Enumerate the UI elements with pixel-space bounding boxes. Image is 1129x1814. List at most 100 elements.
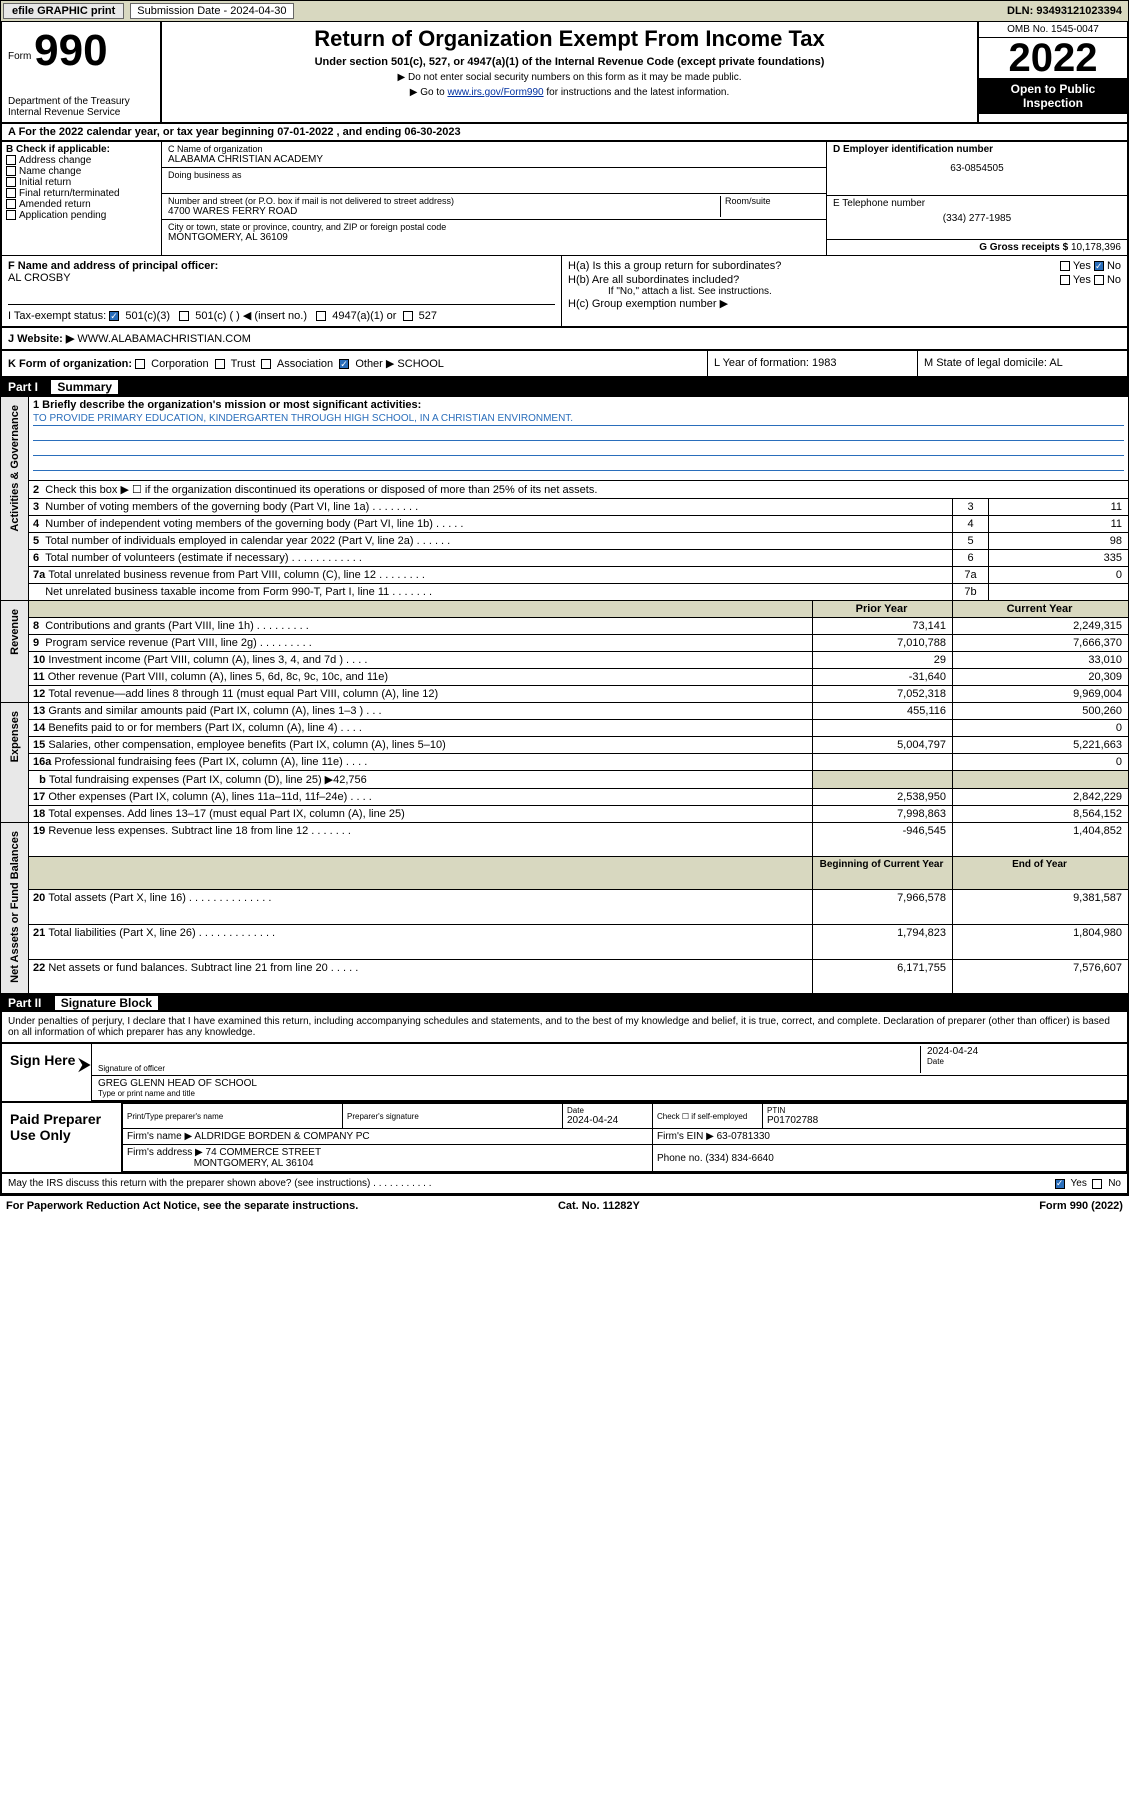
part-1-title: Summary bbox=[51, 380, 118, 394]
submission-date-label: Submission Date - 2024-04-30 bbox=[130, 3, 293, 19]
firm-ein-label: Firm's EIN ▶ bbox=[657, 1131, 714, 1142]
mission-q: 1 Briefly describe the organization's mi… bbox=[33, 399, 1124, 411]
firm-addr-1: 74 COMMERCE STREET bbox=[206, 1147, 322, 1158]
chk-trust[interactable] bbox=[215, 359, 225, 369]
firm-name-label: Firm's name ▶ bbox=[127, 1131, 192, 1142]
prep-sig-label: Preparer's signature bbox=[347, 1112, 558, 1121]
rev-row-12: 12 Total revenue—add lines 8 through 11 … bbox=[1, 685, 1129, 702]
ptin-label: PTIN bbox=[767, 1106, 1122, 1115]
chk-discuss-yes[interactable] bbox=[1055, 1179, 1065, 1189]
chk-address-change[interactable]: Address change bbox=[6, 155, 157, 166]
vtab-governance: Activities & Governance bbox=[9, 399, 21, 538]
form-org-label: K Form of organization: bbox=[8, 358, 132, 370]
na-row-21: 21 Total liabilities (Part X, line 26) .… bbox=[1, 924, 1129, 959]
firm-ein: 63-0781330 bbox=[717, 1131, 770, 1142]
paperwork-notice: For Paperwork Reduction Act Notice, see … bbox=[6, 1200, 358, 1212]
prep-selfemp: Check ☐ if self-employed bbox=[657, 1112, 758, 1121]
gov-row-3: 3 Number of voting members of the govern… bbox=[1, 498, 1129, 515]
irs-label: Internal Revenue Service bbox=[8, 107, 154, 118]
sign-arrow-icon: ⮞ bbox=[78, 1054, 91, 1075]
goto-pre: ▶ Go to bbox=[410, 87, 448, 98]
chk-application-pending[interactable]: Application pending bbox=[6, 210, 157, 221]
chk-amended-return[interactable]: Amended return bbox=[6, 199, 157, 210]
efile-graphic-print-button[interactable]: efile GRAPHIC print bbox=[3, 3, 124, 19]
gov-row-6: 6 Total number of volunteers (estimate i… bbox=[1, 549, 1129, 566]
prep-name-label: Print/Type preparer's name bbox=[127, 1112, 338, 1121]
chk-initial-return[interactable]: Initial return bbox=[6, 177, 157, 188]
vtab-expenses: Expenses bbox=[9, 705, 21, 768]
gov-row-5: 5 Total number of individuals employed i… bbox=[1, 532, 1129, 549]
exp-row-18: 18 Total expenses. Add lines 13–17 (must… bbox=[1, 805, 1129, 822]
ptin-value: P01702788 bbox=[767, 1115, 1122, 1126]
part-2-header: Part II Signature Block bbox=[0, 994, 1129, 1012]
gross-receipts-value: 10,178,396 bbox=[1071, 242, 1121, 253]
rev-row-8: 8 Contributions and grants (Part VIII, l… bbox=[1, 617, 1129, 634]
form-footer-label: Form 990 (2022) bbox=[1039, 1200, 1123, 1212]
block-fhi: F Name and address of principal officer:… bbox=[0, 255, 1129, 328]
vtab-revenue: Revenue bbox=[9, 603, 21, 661]
exp-row-15: 15 Salaries, other compensation, employe… bbox=[1, 736, 1129, 753]
org-name: ALABAMA CHRISTIAN ACADEMY bbox=[168, 154, 820, 165]
chk-name-change[interactable]: Name change bbox=[6, 166, 157, 177]
chk-corp[interactable] bbox=[135, 359, 145, 369]
chk-hb-no[interactable] bbox=[1094, 275, 1104, 285]
efile-top-bar: efile GRAPHIC print Submission Date - 20… bbox=[0, 0, 1129, 22]
end-year-hdr: End of Year bbox=[953, 857, 1129, 890]
city-label: City or town, state or province, country… bbox=[168, 222, 820, 232]
part-1-header: Part I Summary bbox=[0, 378, 1129, 396]
begin-year-hdr: Beginning of Current Year bbox=[813, 857, 953, 890]
h-b-note: If "No," attach a list. See instructions… bbox=[568, 286, 1121, 297]
chk-other[interactable] bbox=[339, 359, 349, 369]
city-state-zip: MONTGOMERY, AL 36109 bbox=[168, 232, 820, 243]
chk-4947[interactable] bbox=[316, 311, 326, 321]
website-value: WWW.ALABAMACHRISTIAN.COM bbox=[77, 333, 251, 345]
phone-label: E Telephone number bbox=[833, 198, 1121, 209]
exp-row-17: 17 Other expenses (Part IX, column (A), … bbox=[1, 788, 1129, 805]
h-b: H(b) Are all subordinates included? Yes … bbox=[568, 274, 1121, 286]
chk-discuss-no[interactable] bbox=[1092, 1179, 1102, 1189]
org-name-label: C Name of organization bbox=[168, 144, 820, 154]
may-discuss-row: May the IRS discuss this return with the… bbox=[0, 1174, 1129, 1195]
officer-name: AL CROSBY bbox=[8, 272, 555, 284]
officer-label: F Name and address of principal officer: bbox=[8, 260, 555, 272]
form-title: Return of Organization Exempt From Incom… bbox=[172, 26, 967, 52]
chk-final-return[interactable]: Final return/terminated bbox=[6, 188, 157, 199]
chk-assoc[interactable] bbox=[261, 359, 271, 369]
goto-note: ▶ Go to www.irs.gov/Form990 for instruct… bbox=[172, 87, 967, 98]
ssn-note: ▶ Do not enter social security numbers o… bbox=[172, 72, 967, 83]
goto-post: for instructions and the latest informat… bbox=[544, 87, 730, 98]
exp-row-14: 14 Benefits paid to or for members (Part… bbox=[1, 719, 1129, 736]
exp-row-16a: 16a Professional fundraising fees (Part … bbox=[1, 753, 1129, 770]
chk-hb-yes[interactable] bbox=[1060, 275, 1070, 285]
irs-link[interactable]: www.irs.gov/Form990 bbox=[447, 87, 543, 98]
current-year-hdr: Current Year bbox=[953, 600, 1129, 617]
na-row-20: 20 Total assets (Part X, line 16) . . . … bbox=[1, 889, 1129, 924]
prior-year-hdr: Prior Year bbox=[813, 600, 953, 617]
h-a: H(a) Is this a group return for subordin… bbox=[568, 260, 1121, 272]
row-k: K Form of organization: Corporation Trus… bbox=[0, 351, 1129, 378]
summary-table: Activities & Governance 1 Briefly descri… bbox=[0, 396, 1129, 994]
sig-officer-label: Signature of officer bbox=[98, 1064, 920, 1073]
paid-preparer-block: Paid Preparer Use Only Print/Type prepar… bbox=[0, 1103, 1129, 1174]
chk-501c3[interactable] bbox=[109, 311, 119, 321]
form-subtitle: Under section 501(c), 527, or 4947(a)(1)… bbox=[172, 56, 967, 68]
mission-line-4 bbox=[33, 457, 1124, 471]
officer-name-title: GREG GLENN HEAD OF SCHOOL bbox=[98, 1078, 1121, 1089]
exp-row-16b: b Total fundraising expenses (Part IX, c… bbox=[1, 770, 1129, 788]
room-label: Room/suite bbox=[725, 196, 820, 206]
preparer-table: Print/Type preparer's name Preparer's si… bbox=[122, 1103, 1127, 1172]
form-label: Form bbox=[8, 51, 31, 62]
exp-row-19: Net Assets or Fund Balances 19 Revenue l… bbox=[1, 822, 1129, 857]
state-domicile: M State of legal domicile: AL bbox=[917, 351, 1127, 376]
h-c: H(c) Group exemption number ▶ bbox=[568, 297, 1121, 310]
firm-addr-2: MONTGOMERY, AL 36104 bbox=[194, 1158, 314, 1169]
chk-527[interactable] bbox=[403, 311, 413, 321]
mission-line-2 bbox=[33, 427, 1124, 441]
chk-501c[interactable] bbox=[179, 311, 189, 321]
box-b-header: B Check if applicable: bbox=[6, 144, 157, 155]
chk-ha-no[interactable] bbox=[1094, 261, 1104, 271]
tax-exempt-label: I Tax-exempt status: bbox=[8, 310, 106, 322]
firm-phone-label: Phone no. bbox=[657, 1153, 703, 1164]
chk-ha-yes[interactable] bbox=[1060, 261, 1070, 271]
firm-phone: (334) 834-6640 bbox=[705, 1153, 773, 1164]
